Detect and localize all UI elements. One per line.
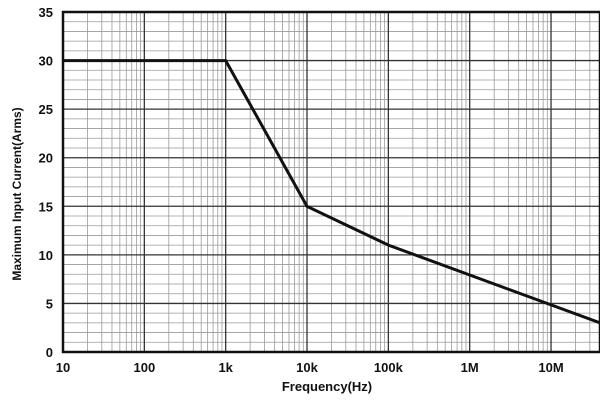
- y-tick-label: 10: [39, 248, 53, 263]
- y-axis-title: Maximum Input Current(Arms): [10, 107, 24, 280]
- y-tick-label: 25: [39, 102, 53, 117]
- y-tick-label: 0: [46, 345, 53, 360]
- series-layer: [63, 59, 600, 325]
- x-tick-label: 1M: [461, 360, 479, 375]
- x-tick-label: 10k: [296, 360, 318, 375]
- y-tick-label: 20: [39, 151, 53, 166]
- y-tick-label: 15: [39, 199, 53, 214]
- plot-frame: [61, 10, 600, 354]
- x-tick-label: 1k: [218, 360, 233, 375]
- x-tick-labels: 10 100 1k 10k 100k 1M 10M: [56, 360, 564, 375]
- y-tick-label: 30: [39, 54, 53, 69]
- y-tick-labels: 0 5 10 15 20 25 30 35: [39, 5, 53, 360]
- minor-grid: [63, 12, 600, 352]
- x-tick-label: 10M: [538, 360, 563, 375]
- y-tick-label: 35: [39, 5, 53, 20]
- y-tick-label: 5: [46, 296, 53, 311]
- x-tick-label: 100k: [374, 360, 404, 375]
- x-axis-title: Frequency(Hz): [282, 379, 372, 394]
- x-tick-label: 100: [133, 360, 155, 375]
- x-tick-label: 10: [56, 360, 70, 375]
- current-limit-line: [63, 59, 600, 325]
